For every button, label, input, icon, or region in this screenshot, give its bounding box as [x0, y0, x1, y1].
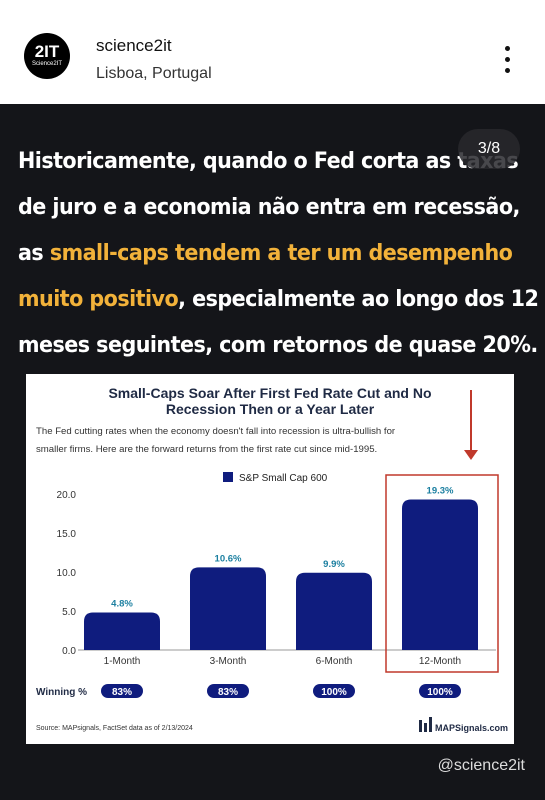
legend-swatch — [223, 472, 233, 482]
headline-line-5: meses seguintes, com retornos de quase 2… — [18, 332, 538, 358]
chart-title-line-2: Recession Then or a Year Later — [166, 401, 375, 417]
x-category-label: 12-Month — [419, 656, 461, 667]
chart: Small-Caps Soar After First Fed Rate Cut… — [36, 385, 508, 733]
headline-line-4: muito positivo, especialmente ao longo d… — [18, 276, 539, 322]
winning-value: 83% — [112, 687, 132, 698]
watermark-logo — [26, 374, 86, 454]
x-category-label: 1-Month — [104, 656, 141, 667]
avatar[interactable]: 2IT Science2IT — [24, 33, 70, 79]
y-tick-label: 5.0 — [62, 607, 76, 618]
headline-line-2: de juro e a economia não entra em recess… — [18, 194, 520, 220]
mapsignals-logo-icon — [419, 717, 432, 732]
winning-badge — [101, 684, 143, 698]
arrow-head — [464, 450, 478, 460]
x-category-label: 3-Month — [210, 656, 247, 667]
legend-label: S&P Small Cap 600 — [239, 473, 328, 484]
bar — [190, 567, 266, 650]
headline-highlight: small-caps tendem a ter um desempenho — [49, 240, 513, 266]
headline-line-3: as small-caps tendem a ter um desempenho — [18, 230, 513, 276]
winning-value: 83% — [218, 687, 238, 698]
headline-highlight: muito positivo — [18, 286, 179, 312]
chart-subtitle-line-1: The Fed cutting rates when the economy d… — [36, 426, 396, 437]
bars: 4.8% 1-Month 10.6% 3-Month 9.9% 6-Month 19.3% 1… — [84, 485, 478, 667]
winning-value: 100% — [427, 687, 453, 698]
y-tick-label: 20.0 — [57, 490, 77, 501]
avatar-logo-subtext: Science2IT — [31, 61, 62, 67]
winning-value: 100% — [321, 687, 347, 698]
x-category-label: 6-Month — [316, 656, 353, 667]
page-indicator: 3/8 — [458, 129, 520, 169]
bar-value-label: 19.3% — [427, 485, 454, 496]
winning-badge — [313, 684, 355, 698]
winning-label: Winning % — [36, 687, 87, 698]
bar — [296, 572, 372, 650]
account-name[interactable]: science2it — [96, 36, 172, 55]
post-header: 2IT Science2IT science2it Lisboa, Portug… — [0, 0, 545, 104]
source-note: Source: MAPsignals, FactSet data as of 2… — [36, 725, 193, 732]
chart-title-line-1: Small-Caps Soar After First Fed Rate Cut… — [108, 385, 431, 401]
chart-card: Small-Caps Soar After First Fed Rate Cut… — [26, 374, 514, 744]
more-vertical-icon[interactable] — [500, 46, 516, 74]
bar-value-label: 10.6% — [215, 553, 242, 564]
account-location[interactable]: Lisboa, Portugal — [96, 65, 212, 82]
bar-value-label: 9.9% — [323, 559, 345, 570]
y-tick-label: 15.0 — [57, 529, 77, 540]
brand-name: MAPSignals.com — [435, 723, 508, 733]
y-tick-label: 0.0 — [62, 646, 76, 657]
winning-badge — [419, 684, 461, 698]
headline-text: , especialmente ao longo dos 12 — [178, 286, 539, 312]
headline-line-1: Historicamente, quando o Fed corta as ta… — [18, 148, 519, 174]
y-tick-label: 10.0 — [57, 568, 77, 579]
account-handle: @science2it — [437, 757, 525, 774]
headline-text: as — [18, 240, 50, 266]
winning-row: 83% 83% 100% 100% — [101, 684, 461, 698]
headline: Historicamente, quando o Fed corta as ta… — [18, 138, 539, 368]
bar-value-label: 4.8% — [111, 599, 133, 610]
highlight-box — [385, 474, 499, 673]
winning-badge — [207, 684, 249, 698]
bar — [84, 612, 160, 650]
avatar-logo-text: 2IT — [34, 42, 60, 61]
bar — [402, 499, 478, 650]
chart-subtitle-line-2: smaller firms. Here are the forward retu… — [36, 444, 377, 455]
